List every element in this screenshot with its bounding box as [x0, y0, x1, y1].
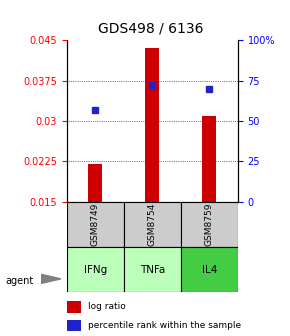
Text: GDS498 / 6136: GDS498 / 6136 — [98, 22, 204, 36]
Text: GSM8754: GSM8754 — [148, 203, 157, 246]
Text: percentile rank within the sample: percentile rank within the sample — [88, 321, 241, 330]
Bar — [145, 48, 160, 202]
Bar — [181, 202, 238, 247]
Text: agent: agent — [6, 276, 34, 286]
Bar — [67, 247, 124, 292]
Text: log ratio: log ratio — [88, 302, 125, 311]
Text: IFNg: IFNg — [84, 265, 107, 275]
Polygon shape — [41, 274, 61, 284]
Bar — [67, 320, 81, 331]
Bar — [88, 164, 102, 202]
Text: IL4: IL4 — [202, 265, 217, 275]
Text: GSM8759: GSM8759 — [205, 203, 214, 246]
Bar — [67, 202, 124, 247]
Bar — [124, 202, 181, 247]
Bar — [124, 247, 181, 292]
Bar — [202, 116, 216, 202]
Text: TNFa: TNFa — [139, 265, 165, 275]
Bar — [67, 301, 81, 312]
Bar — [181, 247, 238, 292]
Text: GSM8749: GSM8749 — [91, 203, 100, 246]
